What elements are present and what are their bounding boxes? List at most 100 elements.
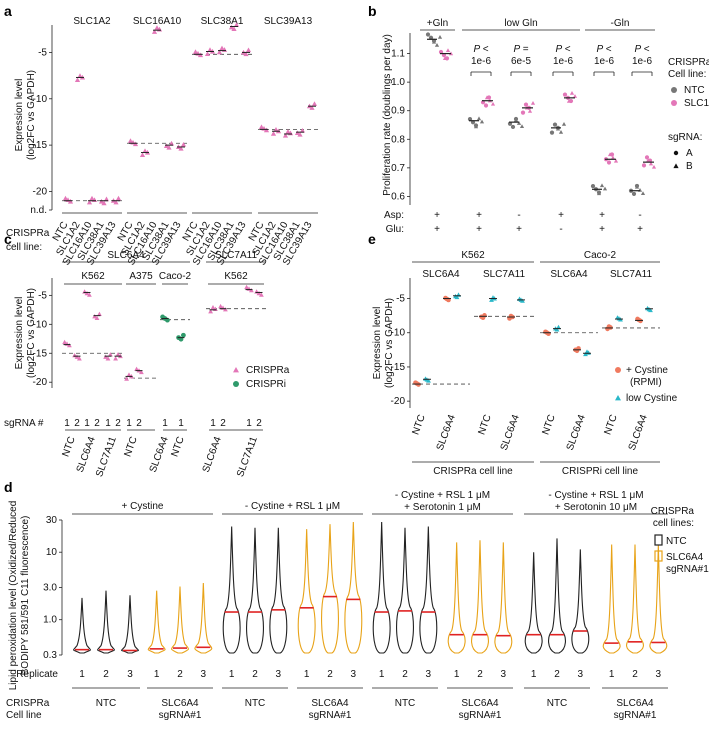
e-x-tick-label: SLC6A4 <box>627 413 650 452</box>
e-ylabel-line1: Expression level <box>372 307 383 380</box>
a-group-title: SLC39A13 <box>264 16 313 27</box>
d-replicate-number: 1 <box>79 669 85 680</box>
c-crispra-point <box>87 292 92 297</box>
c-legend-crispra: CRISPRa <box>246 365 290 376</box>
d-condition-title: - Cystine + RSL 1 μM <box>548 490 643 501</box>
c-sgrna-number: 1 <box>84 418 90 429</box>
b-group-title: low Gln <box>504 18 537 29</box>
c-group-title: SLC6A4 <box>107 250 145 261</box>
c-sgrna-row-title: sgRNA # <box>4 418 44 429</box>
d-violin <box>297 529 316 654</box>
b-asp-label: Asp: <box>384 210 404 221</box>
d-cellline-title: CRISPRa <box>6 698 50 709</box>
c-crispra-point <box>94 315 100 320</box>
c-crispra-point <box>62 339 67 345</box>
b-legend-sgrna-b: B <box>686 161 693 172</box>
a-ylabel-line2: (log2FC vs GAPDH) <box>26 70 37 160</box>
d-legend-title: CRISPRa <box>651 506 695 517</box>
a-group-title: SLC16A10 <box>133 16 182 27</box>
a-y-tick-label: -15 <box>33 140 48 151</box>
a-point <box>178 145 184 151</box>
b-legend-sgrna-b-swatch <box>673 163 679 169</box>
b-slc-point <box>486 95 492 100</box>
a-point <box>294 130 301 136</box>
a-group-title: SLC1A2 <box>73 16 111 27</box>
panel-c-chart: -5 -10 -15 -20 Expression level (log2FC vs GA… <box>4 250 290 479</box>
d-replicate-number: 3 <box>501 669 507 680</box>
d-condition-title: + Serotonin 1 μM <box>404 502 481 513</box>
a-row-title-1: CRISPRa <box>6 228 50 239</box>
b-y-tick-label: 1.1 <box>391 49 405 60</box>
a-point <box>67 198 74 204</box>
d-cellline-label: NTC <box>547 698 568 709</box>
d-violin <box>447 542 466 654</box>
a-point <box>263 127 270 133</box>
b-slc-point <box>613 158 619 163</box>
a-point <box>309 105 315 110</box>
b-ntc-point <box>516 121 522 125</box>
d-y-tick-label: 10 <box>46 547 58 558</box>
a-y-tick-label: -5 <box>38 47 47 58</box>
c-legend-crispri: CRISPRi <box>246 379 286 390</box>
e-ylabel-line2: (log2FC vs GAPDH) <box>384 298 395 388</box>
d-legend-ntc-swatch <box>654 534 663 546</box>
e-x-tick-label: SLC6A4 <box>435 413 458 452</box>
c-crispra-point <box>208 309 213 314</box>
c-crispra-point <box>84 290 90 296</box>
b-glu-value: + <box>516 224 522 235</box>
d-replicate-number: 1 <box>154 669 160 680</box>
d-violin <box>171 586 189 654</box>
c-x-tick-label: NTC <box>169 435 186 458</box>
d-condition-title: - Cystine + RSL 1 μM <box>245 501 340 512</box>
a-point <box>113 199 119 205</box>
c-crispra-point <box>124 376 129 381</box>
d-violin <box>121 595 139 654</box>
b-legend-ntc-label: NTC <box>684 85 705 96</box>
b-slc-point <box>562 92 568 97</box>
d-replicate-number: 3 <box>656 669 662 680</box>
panel-label-b: b <box>368 3 377 19</box>
c-group-title: SLC7A11 <box>215 250 258 261</box>
c-crispra-point <box>77 356 82 361</box>
a-point <box>192 49 199 54</box>
b-asp-value: + <box>599 210 605 221</box>
a-point <box>142 148 148 154</box>
b-slc-point <box>527 108 533 113</box>
a-point <box>270 131 277 136</box>
b-asp-value: - <box>638 210 641 221</box>
a-point <box>127 138 134 143</box>
c-x-tick-label: SLC6A4 <box>148 435 171 474</box>
d-cellline-label: sgRNA#1 <box>159 710 202 721</box>
b-slc-point <box>520 110 526 115</box>
d-violin <box>147 590 166 654</box>
d-violin <box>344 522 363 654</box>
c-x-tick-label: SLC6A4 <box>201 435 224 474</box>
a-point <box>231 26 237 31</box>
panel-d-chart: 0.3 1.0 3.0 10 30 Lipid peroxidation level (O… <box>6 490 709 721</box>
a-point <box>62 195 69 201</box>
c-sgrna-number: 1 <box>64 418 70 429</box>
e-cystine-point <box>482 313 487 318</box>
b-pvalue-label: P < <box>556 44 571 55</box>
d-violin <box>524 552 543 654</box>
b-ntc-point <box>473 123 479 128</box>
b-pvalue-label: P < <box>635 44 650 55</box>
e-lowcystine-point <box>426 378 431 383</box>
d-replicate-number: 2 <box>632 669 638 680</box>
a-point <box>207 47 213 52</box>
d-cellline-title: Cell line <box>6 710 42 721</box>
c-sgrna-number: 2 <box>136 418 142 429</box>
a-point <box>180 141 187 147</box>
a-group-title: SLC38A1 <box>201 16 244 27</box>
d-replicate-number: 1 <box>229 669 235 680</box>
d-violin <box>396 527 414 654</box>
panel-a-chart: -5 -10 -15 -20 n.d. Expression level (log2FC v… <box>6 16 318 267</box>
b-asp-value: - <box>517 210 520 221</box>
b-legend-ntc-swatch <box>671 87 677 93</box>
b-slc-point <box>610 155 616 160</box>
c-y-tick-label: -15 <box>33 348 48 359</box>
b-ntc-point <box>590 183 596 189</box>
c-crispra-point <box>113 356 118 361</box>
e-subgroup-title: SLC6A4 <box>422 269 460 280</box>
